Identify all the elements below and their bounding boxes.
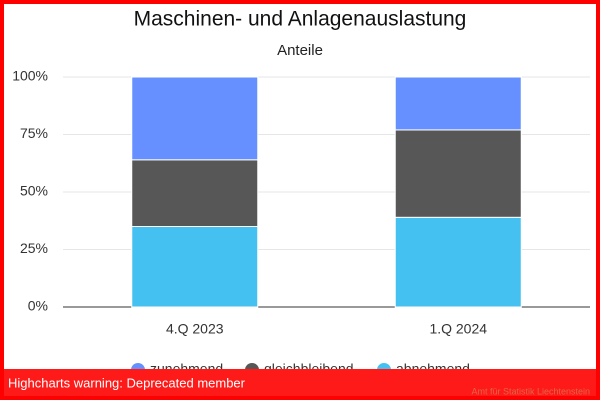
bar-segment <box>394 216 522 308</box>
bar-segment <box>394 129 522 218</box>
x-tick-label: 1.Q 2024 <box>429 321 487 337</box>
y-tick-label: 50% <box>20 183 48 199</box>
chart-subtitle: Anteile <box>277 42 323 59</box>
y-tick-label: 25% <box>20 240 48 256</box>
warning-text: Highcharts warning: Deprecated member <box>8 375 246 390</box>
y-tick-label: 0% <box>28 298 48 314</box>
bar-segment <box>131 226 259 308</box>
bar-segment <box>131 76 259 161</box>
credit: Amt für Statistik Liechtenstein <box>471 386 590 396</box>
chart-title: Maschinen- und Anlagenauslastung <box>134 8 467 31</box>
bar-segment <box>131 159 259 227</box>
y-tick-label: 75% <box>20 125 48 141</box>
x-tick-label: 4.Q 2023 <box>166 321 224 337</box>
y-tick-label: 100% <box>12 68 48 84</box>
warning-bar <box>0 369 600 398</box>
bar-segment <box>394 76 522 131</box>
